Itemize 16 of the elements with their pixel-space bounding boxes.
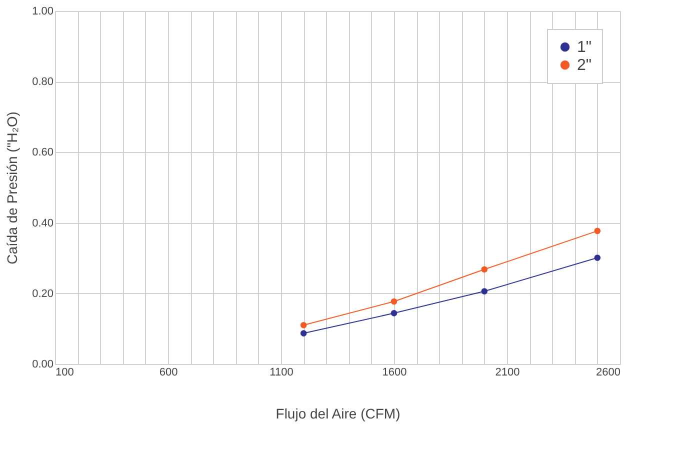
y-axis-title: Caída de Presión ("H₂O) [4, 112, 20, 264]
x-axis-title: Flujo del Aire (CFM) [276, 406, 400, 422]
y-tick-label: 0.60 [32, 146, 54, 159]
x-tick-label: 600 [159, 366, 178, 378]
x-tick-label: 1600 [382, 366, 407, 378]
y-tick-label: 0.40 [32, 217, 54, 230]
y-tick-label: 0.80 [32, 76, 54, 88]
legend-label: 1" [577, 39, 592, 56]
x-tick-label: 100 [56, 366, 74, 378]
x-tick-label: 1100 [270, 366, 294, 378]
x-tick-label: 2100 [495, 366, 520, 378]
legend-label: 2" [577, 57, 592, 74]
y-tick-label: 0.20 [32, 288, 54, 300]
x-tick-label: 2600 [596, 366, 620, 378]
y-tick-label: 0.00 [32, 358, 54, 370]
y-tick-label: 1.00 [32, 6, 54, 18]
